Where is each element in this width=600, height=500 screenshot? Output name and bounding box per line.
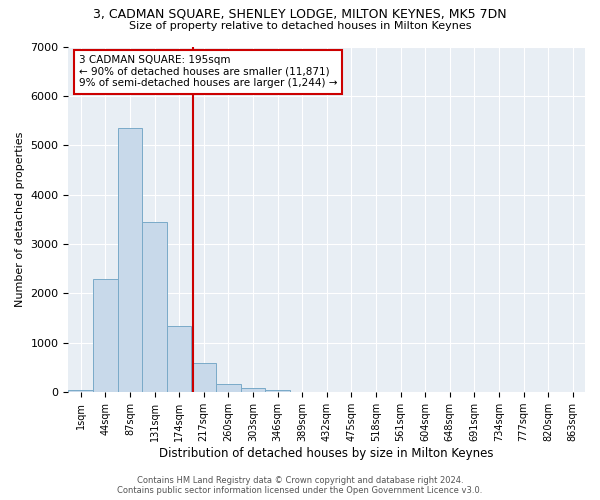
Text: 3 CADMAN SQUARE: 195sqm
← 90% of detached houses are smaller (11,871)
9% of semi: 3 CADMAN SQUARE: 195sqm ← 90% of detache… [79, 55, 337, 88]
Bar [241, 388, 265, 392]
X-axis label: Distribution of detached houses by size in Milton Keynes: Distribution of detached houses by size … [160, 447, 494, 460]
Bar [142, 222, 167, 392]
Bar [167, 326, 191, 392]
Text: 3, CADMAN SQUARE, SHENLEY LODGE, MILTON KEYNES, MK5 7DN: 3, CADMAN SQUARE, SHENLEY LODGE, MILTON … [93, 8, 507, 20]
Bar [216, 384, 241, 392]
Bar [93, 278, 118, 392]
Bar [191, 362, 216, 392]
Bar [265, 390, 290, 392]
Bar [68, 390, 93, 392]
Bar [118, 128, 142, 392]
Y-axis label: Number of detached properties: Number of detached properties [15, 132, 25, 307]
Text: Contains HM Land Registry data © Crown copyright and database right 2024.
Contai: Contains HM Land Registry data © Crown c… [118, 476, 482, 495]
Text: Size of property relative to detached houses in Milton Keynes: Size of property relative to detached ho… [129, 21, 471, 31]
